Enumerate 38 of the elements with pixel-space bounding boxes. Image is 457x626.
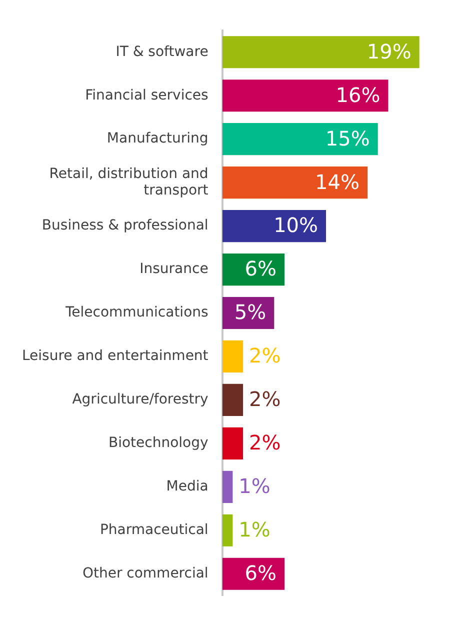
y-tick-label: Pharmaceutical: [100, 522, 208, 538]
bar: [222, 340, 244, 373]
y-tick-label: Media: [166, 478, 208, 495]
bar: [222, 470, 233, 503]
data-label: 19%: [366, 39, 412, 64]
bar: [222, 427, 244, 460]
data-label: 15%: [325, 126, 370, 150]
data-label: 14%: [315, 170, 360, 194]
data-label: 2%: [249, 430, 281, 455]
data-label: 2%: [249, 387, 281, 412]
data-label: 2%: [249, 344, 281, 368]
data-label: 10%: [274, 213, 318, 238]
y-tick-label: Manufacturing: [106, 130, 208, 147]
data-label: 5%: [234, 300, 266, 324]
bar: [222, 253, 285, 286]
bar: [222, 166, 368, 199]
bar: [222, 210, 326, 242]
data-label: 6%: [244, 561, 277, 586]
y-tick-label: Agriculture/forestry: [72, 392, 208, 408]
y-tick-label: Retail, distribution and transport: [49, 166, 209, 199]
bar: [222, 558, 285, 590]
y-tick-label: Leisure and entertainment: [22, 348, 209, 364]
bar: [222, 384, 244, 416]
data-label: 1%: [238, 474, 270, 498]
bar: [222, 514, 233, 546]
y-tick-label: Biotechnology: [108, 435, 208, 452]
y-tick-label: IT & software: [116, 44, 208, 60]
y-tick-label: Business & professional: [42, 218, 208, 234]
data-label: 6%: [244, 256, 277, 281]
y-tick-label: Telecommunications: [64, 304, 208, 321]
bar: [222, 123, 378, 156]
bar: [222, 36, 420, 68]
data-label: 16%: [336, 82, 380, 107]
y-tick-label: Other commercial: [82, 566, 208, 582]
data-label: 1%: [238, 518, 270, 542]
bar: [222, 80, 388, 112]
y-tick-label: Insurance: [140, 261, 208, 278]
y-tick-label: Financial services: [85, 87, 208, 104]
